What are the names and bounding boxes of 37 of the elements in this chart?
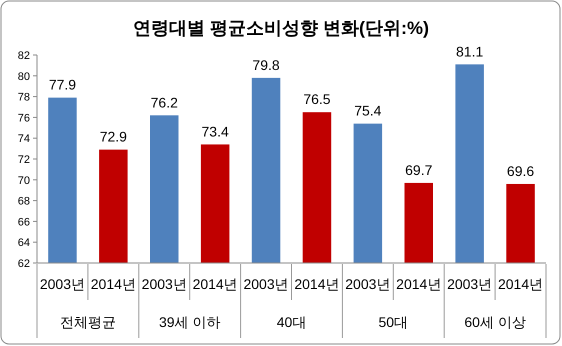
data-label: 73.4 — [202, 123, 229, 140]
y-tick-label: 80 — [18, 70, 30, 83]
data-label: 76.2 — [150, 94, 178, 110]
data-label: 69.7 — [405, 162, 433, 178]
y-tick-label: 66 — [18, 216, 30, 228]
y-tick-label: 76 — [18, 112, 30, 124]
x-tick-label: 2003년 — [447, 276, 492, 292]
data-label: 69.6 — [506, 162, 534, 179]
x-tick-label: 2014년 — [294, 276, 340, 292]
y-tick-label: 68 — [18, 196, 30, 208]
x-tick-label: 2003년 — [40, 276, 86, 292]
data-label: 76.5 — [303, 91, 331, 108]
text: 60세 이상 — [464, 314, 526, 330]
x-tick-label: 2003년 — [243, 276, 289, 292]
data-label: 79.8 — [252, 56, 280, 73]
y-tick-label: 82 — [18, 50, 30, 62]
data-label: 72.9 — [100, 128, 128, 145]
x-tick-label: 2014년 — [192, 276, 238, 292]
text: 40대 — [276, 314, 306, 330]
y-tick-label: 64 — [18, 237, 30, 250]
chart-title: 연령대별 평균소비성향 변화(단위:%) — [133, 18, 429, 38]
y-tick-label: 74 — [18, 133, 30, 146]
x-tick-label: 2014년 — [498, 276, 544, 292]
x-tick-label: 2003년 — [142, 276, 187, 292]
data-label: 77.9 — [48, 76, 76, 93]
x-tick-label: 2014년 — [90, 276, 136, 292]
data-label: 75.4 — [354, 102, 382, 119]
text: 전체평균 — [60, 314, 116, 330]
text: 50대 — [378, 314, 408, 330]
x-tick-label: 2014년 — [396, 276, 442, 292]
y-tick-label: 70 — [18, 174, 30, 187]
y-tick-label: 62 — [18, 258, 30, 270]
x-tick-label: 2003년 — [345, 276, 390, 292]
text: 39세 이하 — [158, 314, 220, 330]
y-tick-label: 72 — [18, 154, 30, 166]
data-label: 81.1 — [456, 43, 484, 60]
y-tick-label: 78 — [18, 92, 30, 104]
